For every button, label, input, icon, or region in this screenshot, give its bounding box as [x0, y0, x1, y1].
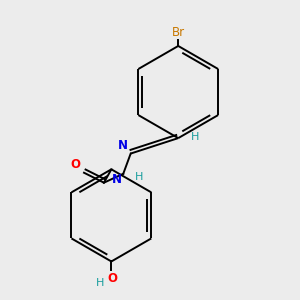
Text: N: N — [118, 139, 128, 152]
Text: O: O — [70, 158, 80, 171]
Text: H: H — [135, 172, 143, 182]
Text: O: O — [108, 272, 118, 286]
Text: H: H — [191, 132, 199, 142]
Text: N: N — [112, 173, 122, 186]
Text: H: H — [96, 278, 104, 287]
Text: Br: Br — [172, 26, 185, 38]
